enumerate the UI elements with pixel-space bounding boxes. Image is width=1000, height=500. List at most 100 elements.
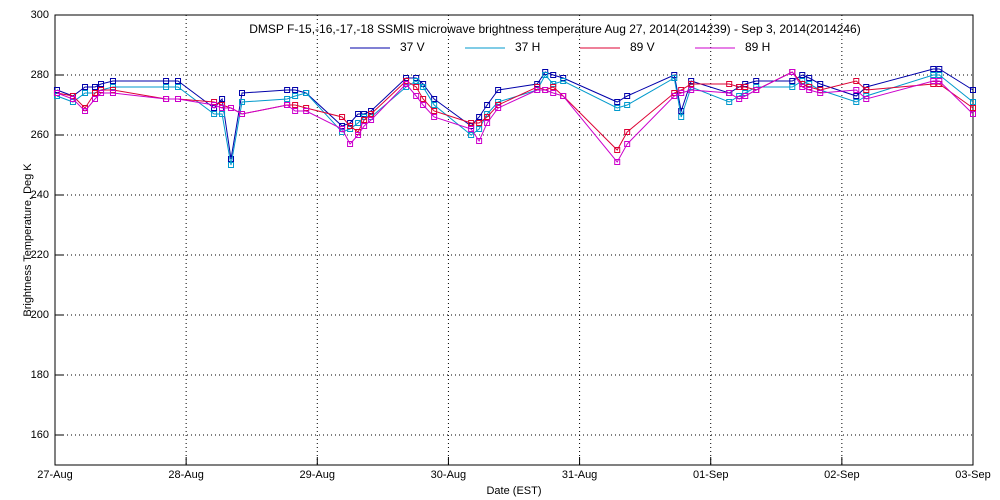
y-tick-label: 220 <box>31 249 49 261</box>
x-tick-label: 01-Sep <box>693 469 728 481</box>
marker <box>817 81 824 87</box>
marker <box>495 87 502 93</box>
marker <box>468 132 475 138</box>
marker <box>347 141 354 147</box>
marker <box>431 114 438 120</box>
legend-label: 37 H <box>515 40 540 54</box>
marker <box>303 108 310 114</box>
marker <box>799 72 806 78</box>
marker <box>624 93 631 99</box>
marker <box>930 72 937 78</box>
marker <box>736 96 743 102</box>
marker <box>431 102 438 108</box>
marker <box>624 102 631 108</box>
marker <box>970 105 976 111</box>
marker <box>476 126 483 132</box>
marker <box>534 87 541 93</box>
marker <box>284 96 291 102</box>
y-tick-label: 160 <box>31 429 49 441</box>
y-axis-label: Brightness Temperature, Deg K <box>22 163 34 317</box>
x-tick-label: 27-Aug <box>37 469 72 481</box>
marker <box>688 81 695 87</box>
marker <box>853 99 860 105</box>
marker <box>736 84 743 90</box>
marker <box>431 96 438 102</box>
marker <box>560 93 567 99</box>
marker <box>227 156 234 162</box>
marker <box>339 114 346 120</box>
x-tick-label: 29-Aug <box>300 469 335 481</box>
marker <box>431 108 438 114</box>
marker <box>495 105 502 111</box>
marker <box>742 84 749 90</box>
marker <box>91 84 98 90</box>
marker <box>403 81 410 87</box>
marker <box>175 78 182 84</box>
marker <box>91 90 98 96</box>
marker <box>361 117 368 123</box>
marker <box>753 87 760 93</box>
marker <box>355 132 362 138</box>
marker <box>175 84 182 90</box>
series-line <box>56 71 974 151</box>
marker <box>863 96 870 102</box>
marker <box>853 93 860 99</box>
marker <box>930 66 937 72</box>
marker <box>163 78 170 84</box>
marker <box>109 90 116 96</box>
marker <box>550 72 557 78</box>
marker <box>742 93 749 99</box>
marker <box>239 99 246 105</box>
marker <box>53 90 60 96</box>
marker <box>82 90 89 96</box>
marker <box>82 108 89 114</box>
marker <box>560 78 567 84</box>
marker <box>550 90 557 96</box>
y-tick-label: 240 <box>31 189 49 201</box>
marker <box>239 90 246 96</box>
y-tick-label: 200 <box>31 309 49 321</box>
marker <box>284 102 291 108</box>
marker <box>361 123 368 129</box>
marker <box>219 105 226 111</box>
marker <box>292 108 299 114</box>
marker <box>930 78 937 84</box>
chart-title: DMSP F-15,-16,-17,-18 SSMIS microwave br… <box>249 22 860 36</box>
marker <box>671 75 678 81</box>
marker <box>726 90 733 96</box>
marker <box>789 84 796 90</box>
marker <box>98 81 105 87</box>
marker <box>211 111 218 117</box>
marker <box>806 87 813 93</box>
legend-label: 89 H <box>745 40 770 54</box>
marker <box>175 96 182 102</box>
marker <box>476 114 483 120</box>
marker <box>936 72 943 78</box>
marker <box>550 84 557 90</box>
marker <box>542 72 549 78</box>
marker <box>109 78 116 84</box>
marker <box>624 129 631 135</box>
marker <box>82 84 89 90</box>
marker <box>69 96 76 102</box>
marker <box>614 159 621 165</box>
marker <box>678 114 685 120</box>
marker <box>163 84 170 90</box>
marker <box>339 126 346 132</box>
marker <box>468 120 475 126</box>
y-tick-label: 280 <box>31 69 49 81</box>
marker <box>853 87 860 93</box>
marker <box>91 96 98 102</box>
y-tick-label: 300 <box>31 9 49 21</box>
marker <box>368 117 375 123</box>
series-line <box>56 74 974 166</box>
marker <box>817 90 824 96</box>
y-tick-label: 180 <box>31 369 49 381</box>
marker <box>227 162 234 168</box>
marker <box>936 78 943 84</box>
marker <box>484 114 491 120</box>
marker <box>863 87 870 93</box>
x-tick-label: 28-Aug <box>168 469 203 481</box>
marker <box>219 111 226 117</box>
marker <box>806 75 813 81</box>
